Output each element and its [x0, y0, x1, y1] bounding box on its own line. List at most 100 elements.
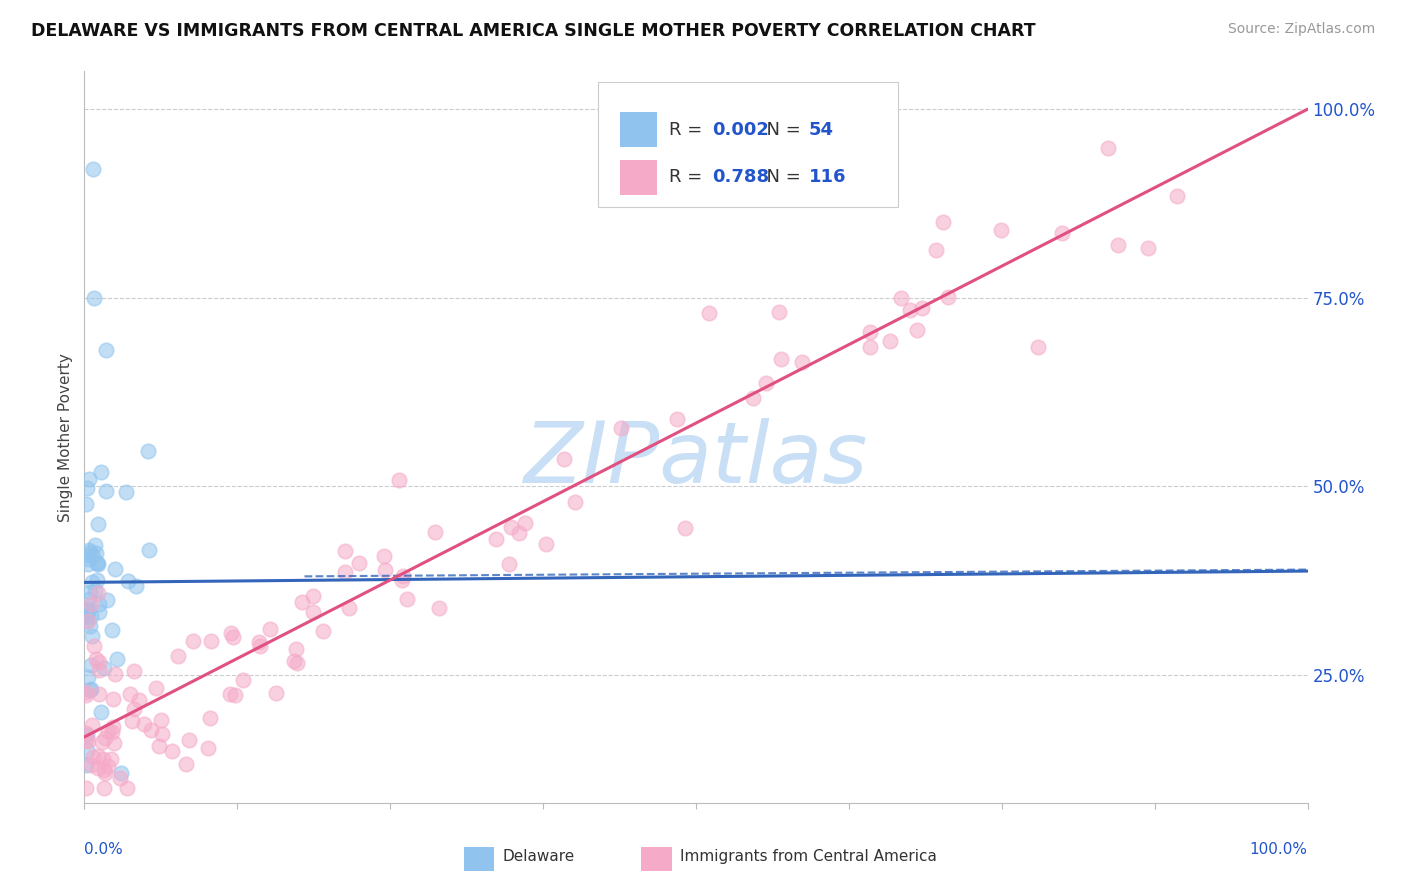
- Point: [84, 652, 107, 666]
- Point: [118, 687, 141, 701]
- Point: [291, 595, 314, 609]
- Point: [122, 665, 145, 679]
- Point: [76, 601, 98, 615]
- Point: [1107, 238, 1129, 252]
- Point: [374, 563, 396, 577]
- Point: [86, 557, 108, 571]
- Point: [879, 334, 901, 348]
- Point: [564, 495, 586, 509]
- Point: [741, 391, 763, 405]
- Point: [93, 780, 115, 795]
- Point: [75, 733, 97, 747]
- Point: [373, 549, 395, 563]
- Point: [110, 765, 132, 780]
- Point: [103, 737, 125, 751]
- Point: [333, 565, 356, 579]
- Point: [1136, 241, 1159, 255]
- Point: [219, 626, 242, 640]
- Text: Delaware: Delaware: [503, 848, 575, 863]
- Point: [905, 323, 928, 337]
- Point: [114, 485, 136, 500]
- Point: [75, 780, 97, 795]
- Point: [610, 421, 633, 435]
- Text: N =: N =: [755, 121, 806, 139]
- Text: 0.0%: 0.0%: [84, 842, 124, 856]
- Point: [94, 731, 117, 745]
- Point: [312, 624, 335, 638]
- Point: [302, 589, 325, 603]
- Point: [115, 780, 138, 795]
- FancyBboxPatch shape: [641, 847, 672, 871]
- Point: [94, 483, 117, 498]
- Point: [198, 711, 221, 725]
- Text: Immigrants from Central America: Immigrants from Central America: [681, 848, 936, 863]
- Point: [508, 526, 530, 541]
- Point: [167, 649, 190, 664]
- Point: [87, 748, 110, 763]
- FancyBboxPatch shape: [598, 82, 898, 207]
- Point: [76, 481, 98, 495]
- Point: [990, 223, 1012, 237]
- Point: [755, 376, 778, 390]
- Point: [128, 693, 150, 707]
- Point: [174, 757, 197, 772]
- Point: [221, 630, 243, 644]
- Point: [75, 758, 97, 772]
- Point: [395, 591, 418, 606]
- Point: [77, 552, 100, 566]
- Point: [148, 739, 170, 753]
- Text: Source: ZipAtlas.com: Source: ZipAtlas.com: [1227, 22, 1375, 37]
- Point: [391, 568, 413, 582]
- FancyBboxPatch shape: [620, 160, 657, 195]
- Point: [82, 549, 104, 563]
- Point: [79, 683, 101, 698]
- Y-axis label: Single Mother Poverty: Single Mother Poverty: [58, 352, 73, 522]
- Text: DELAWARE VS IMMIGRANTS FROM CENTRAL AMERICA SINGLE MOTHER POVERTY CORRELATION CH: DELAWARE VS IMMIGRANTS FROM CENTRAL AMER…: [31, 22, 1036, 40]
- Point: [121, 714, 143, 728]
- Text: R =: R =: [669, 121, 709, 139]
- Point: [890, 291, 912, 305]
- Point: [285, 657, 308, 671]
- Point: [79, 585, 101, 599]
- Point: [249, 640, 271, 654]
- Point: [97, 724, 120, 739]
- Point: [149, 714, 172, 728]
- Point: [125, 579, 148, 593]
- Point: [218, 687, 240, 701]
- Point: [1097, 141, 1119, 155]
- Point: [932, 215, 955, 229]
- Point: [333, 544, 356, 558]
- Point: [859, 325, 882, 339]
- Point: [910, 301, 932, 315]
- Point: [347, 556, 370, 570]
- Point: [197, 740, 219, 755]
- Point: [83, 640, 105, 654]
- Point: [75, 725, 97, 739]
- Point: [666, 412, 689, 426]
- Point: [76, 728, 98, 742]
- Point: [224, 688, 246, 702]
- Point: [82, 629, 104, 643]
- Point: [134, 717, 156, 731]
- Point: [77, 473, 100, 487]
- Point: [91, 735, 114, 749]
- Point: [283, 655, 305, 669]
- Point: [86, 761, 108, 775]
- Point: [82, 162, 104, 177]
- Point: [925, 244, 948, 258]
- Point: [108, 771, 131, 785]
- Point: [769, 351, 792, 366]
- Point: [75, 604, 97, 618]
- Point: [76, 743, 98, 757]
- Point: [80, 717, 103, 731]
- Point: [103, 692, 125, 706]
- Point: [75, 614, 97, 628]
- Point: [200, 634, 222, 648]
- Point: [86, 546, 108, 560]
- Point: [104, 667, 127, 681]
- Point: [792, 355, 814, 369]
- Point: [93, 661, 115, 675]
- Point: [75, 689, 97, 703]
- Point: [498, 558, 520, 572]
- Point: [150, 727, 173, 741]
